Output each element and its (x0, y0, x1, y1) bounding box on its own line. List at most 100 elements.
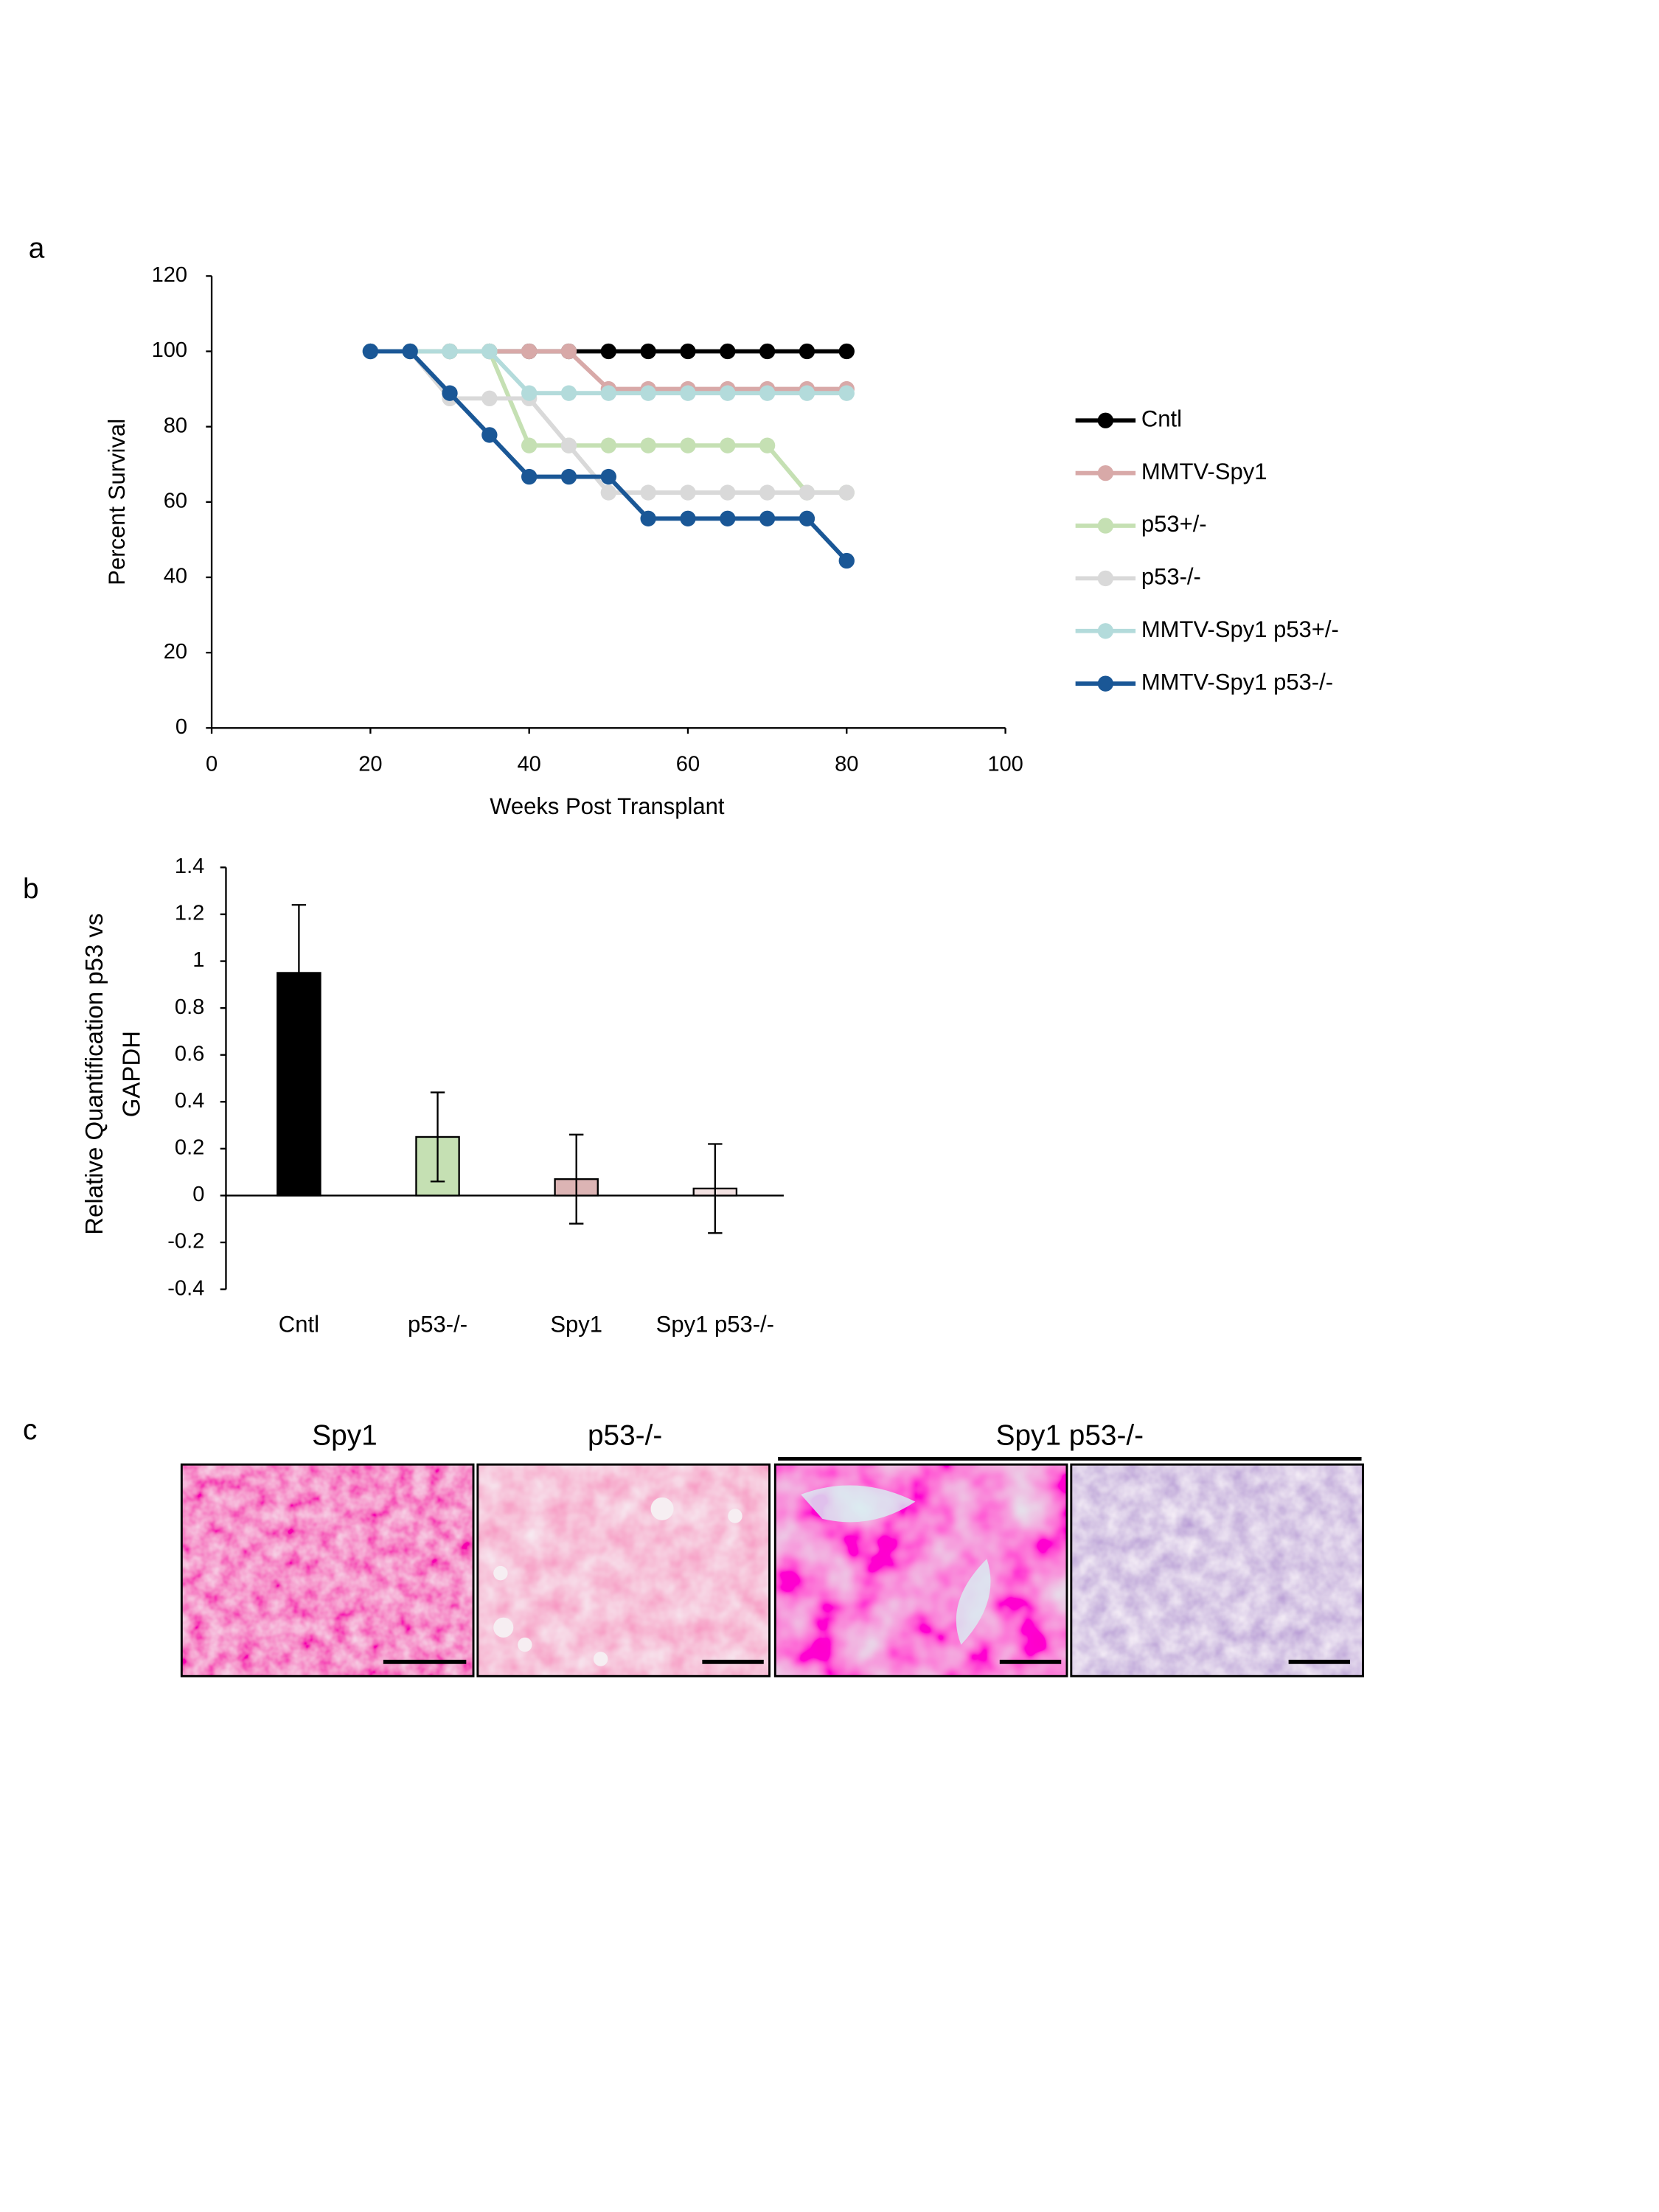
legend-marker (1097, 675, 1114, 692)
y-tick-label: 0.2 (175, 1136, 204, 1160)
legend-marker (1097, 570, 1114, 587)
data-point (759, 385, 776, 401)
data-point (560, 385, 577, 401)
y-tick-label: -0.2 (167, 1230, 204, 1253)
legend-label: Cntl (1141, 406, 1182, 431)
x-tick-label: 80 (835, 752, 858, 776)
data-point (640, 343, 656, 360)
data-point (680, 385, 696, 401)
y-tick-label: 0 (175, 715, 187, 739)
data-point (759, 343, 776, 360)
data-point (838, 484, 855, 501)
x-axis-label: Weeks Post Transplant (490, 793, 725, 819)
y-tick-label: 0.6 (175, 1042, 204, 1065)
data-point (680, 510, 696, 526)
legend-label: p53-/- (1141, 564, 1201, 590)
data-point (799, 484, 815, 501)
panel-label: a (29, 233, 45, 265)
data-point (600, 484, 616, 501)
error-bar (291, 904, 307, 1042)
y-tick-label: 20 (164, 640, 187, 664)
legend-marker (1097, 623, 1114, 639)
y-axis-label: Relative Quantification p53 vs GAPDH (80, 914, 145, 1235)
data-point (481, 427, 498, 443)
image-label: Spy1 p53-/- (996, 1420, 1144, 1452)
data-point (362, 343, 379, 360)
data-point (640, 484, 656, 501)
panel-label: c (23, 1414, 37, 1446)
axes (210, 276, 1006, 729)
y-tick-label: 1 (192, 948, 204, 972)
data-point (640, 510, 656, 526)
data-point (720, 343, 736, 360)
y-tick-label: 100 (152, 338, 188, 362)
data-point (759, 510, 776, 526)
y-tick-label: 80 (164, 414, 187, 437)
legend-marker (1097, 518, 1114, 534)
data-point (799, 510, 815, 526)
data-point (481, 390, 498, 407)
image-frames (180, 1463, 1364, 1677)
x-tick-label: Spy1 (550, 1311, 602, 1337)
data-point (720, 385, 736, 401)
data-point (838, 343, 855, 360)
data-point (521, 437, 538, 453)
y-tick-label: -0.4 (167, 1276, 204, 1300)
legend-label: MMTV-Spy1 (1141, 459, 1267, 484)
panel-label: b (23, 874, 39, 905)
data-point (521, 343, 538, 360)
y-tick-label: 120 (152, 263, 188, 287)
data-point (640, 437, 656, 453)
y-tick-label: 1.2 (175, 902, 204, 925)
legend-label: p53+/- (1141, 511, 1207, 537)
y-tick-label: 40 (164, 565, 187, 588)
image-label: p53-/- (588, 1420, 662, 1452)
data-point (838, 385, 855, 401)
x-tick-label: 60 (676, 752, 700, 776)
y-tick-label: 0.8 (175, 995, 204, 1019)
x-tick-label: 0 (206, 752, 218, 776)
y-tick-label: 0.4 (175, 1089, 204, 1113)
x-tick-label: Cntl (279, 1311, 319, 1337)
x-tick-label: 100 (987, 752, 1023, 776)
x-tick-label: Spy1 p53-/- (656, 1311, 774, 1337)
data-point (442, 343, 458, 360)
data-point (521, 385, 538, 401)
error-bar (568, 1133, 584, 1225)
y-tick-label: 1.4 (175, 855, 204, 878)
data-point (640, 385, 656, 401)
x-tick-label: 40 (518, 752, 541, 776)
y-tick-label: 60 (164, 490, 187, 513)
data-point (560, 437, 577, 453)
data-point (838, 552, 855, 569)
y-tick-label: 0 (192, 1183, 204, 1206)
data-point (600, 437, 616, 453)
fat-cells (493, 1497, 742, 1666)
data-point (600, 385, 616, 401)
data-point (600, 468, 616, 485)
data-point (481, 343, 498, 360)
error-bar (708, 1143, 723, 1234)
data-point (680, 484, 696, 501)
data-point (560, 343, 577, 360)
error-bar (430, 1091, 445, 1183)
data-point (600, 343, 616, 360)
x-tick-label: p53-/- (408, 1311, 467, 1337)
legend-label: MMTV-Spy1 p53+/- (1141, 616, 1339, 642)
data-point (720, 484, 736, 501)
data-point (680, 437, 696, 453)
legend-label: MMTV-Spy1 p53-/- (1141, 669, 1333, 695)
histology-image (181, 1464, 474, 1677)
x-tick-label: 20 (358, 752, 382, 776)
tissue-space (801, 1485, 991, 1645)
image-label: Spy1 (312, 1420, 377, 1452)
y-axis-label: Percent Survival (104, 419, 130, 585)
data-point (680, 343, 696, 360)
data-point (799, 343, 815, 360)
histology-image (1071, 1464, 1363, 1677)
data-point (799, 385, 815, 401)
data-point (521, 468, 538, 485)
legend-marker (1097, 412, 1114, 428)
data-point (560, 468, 577, 485)
